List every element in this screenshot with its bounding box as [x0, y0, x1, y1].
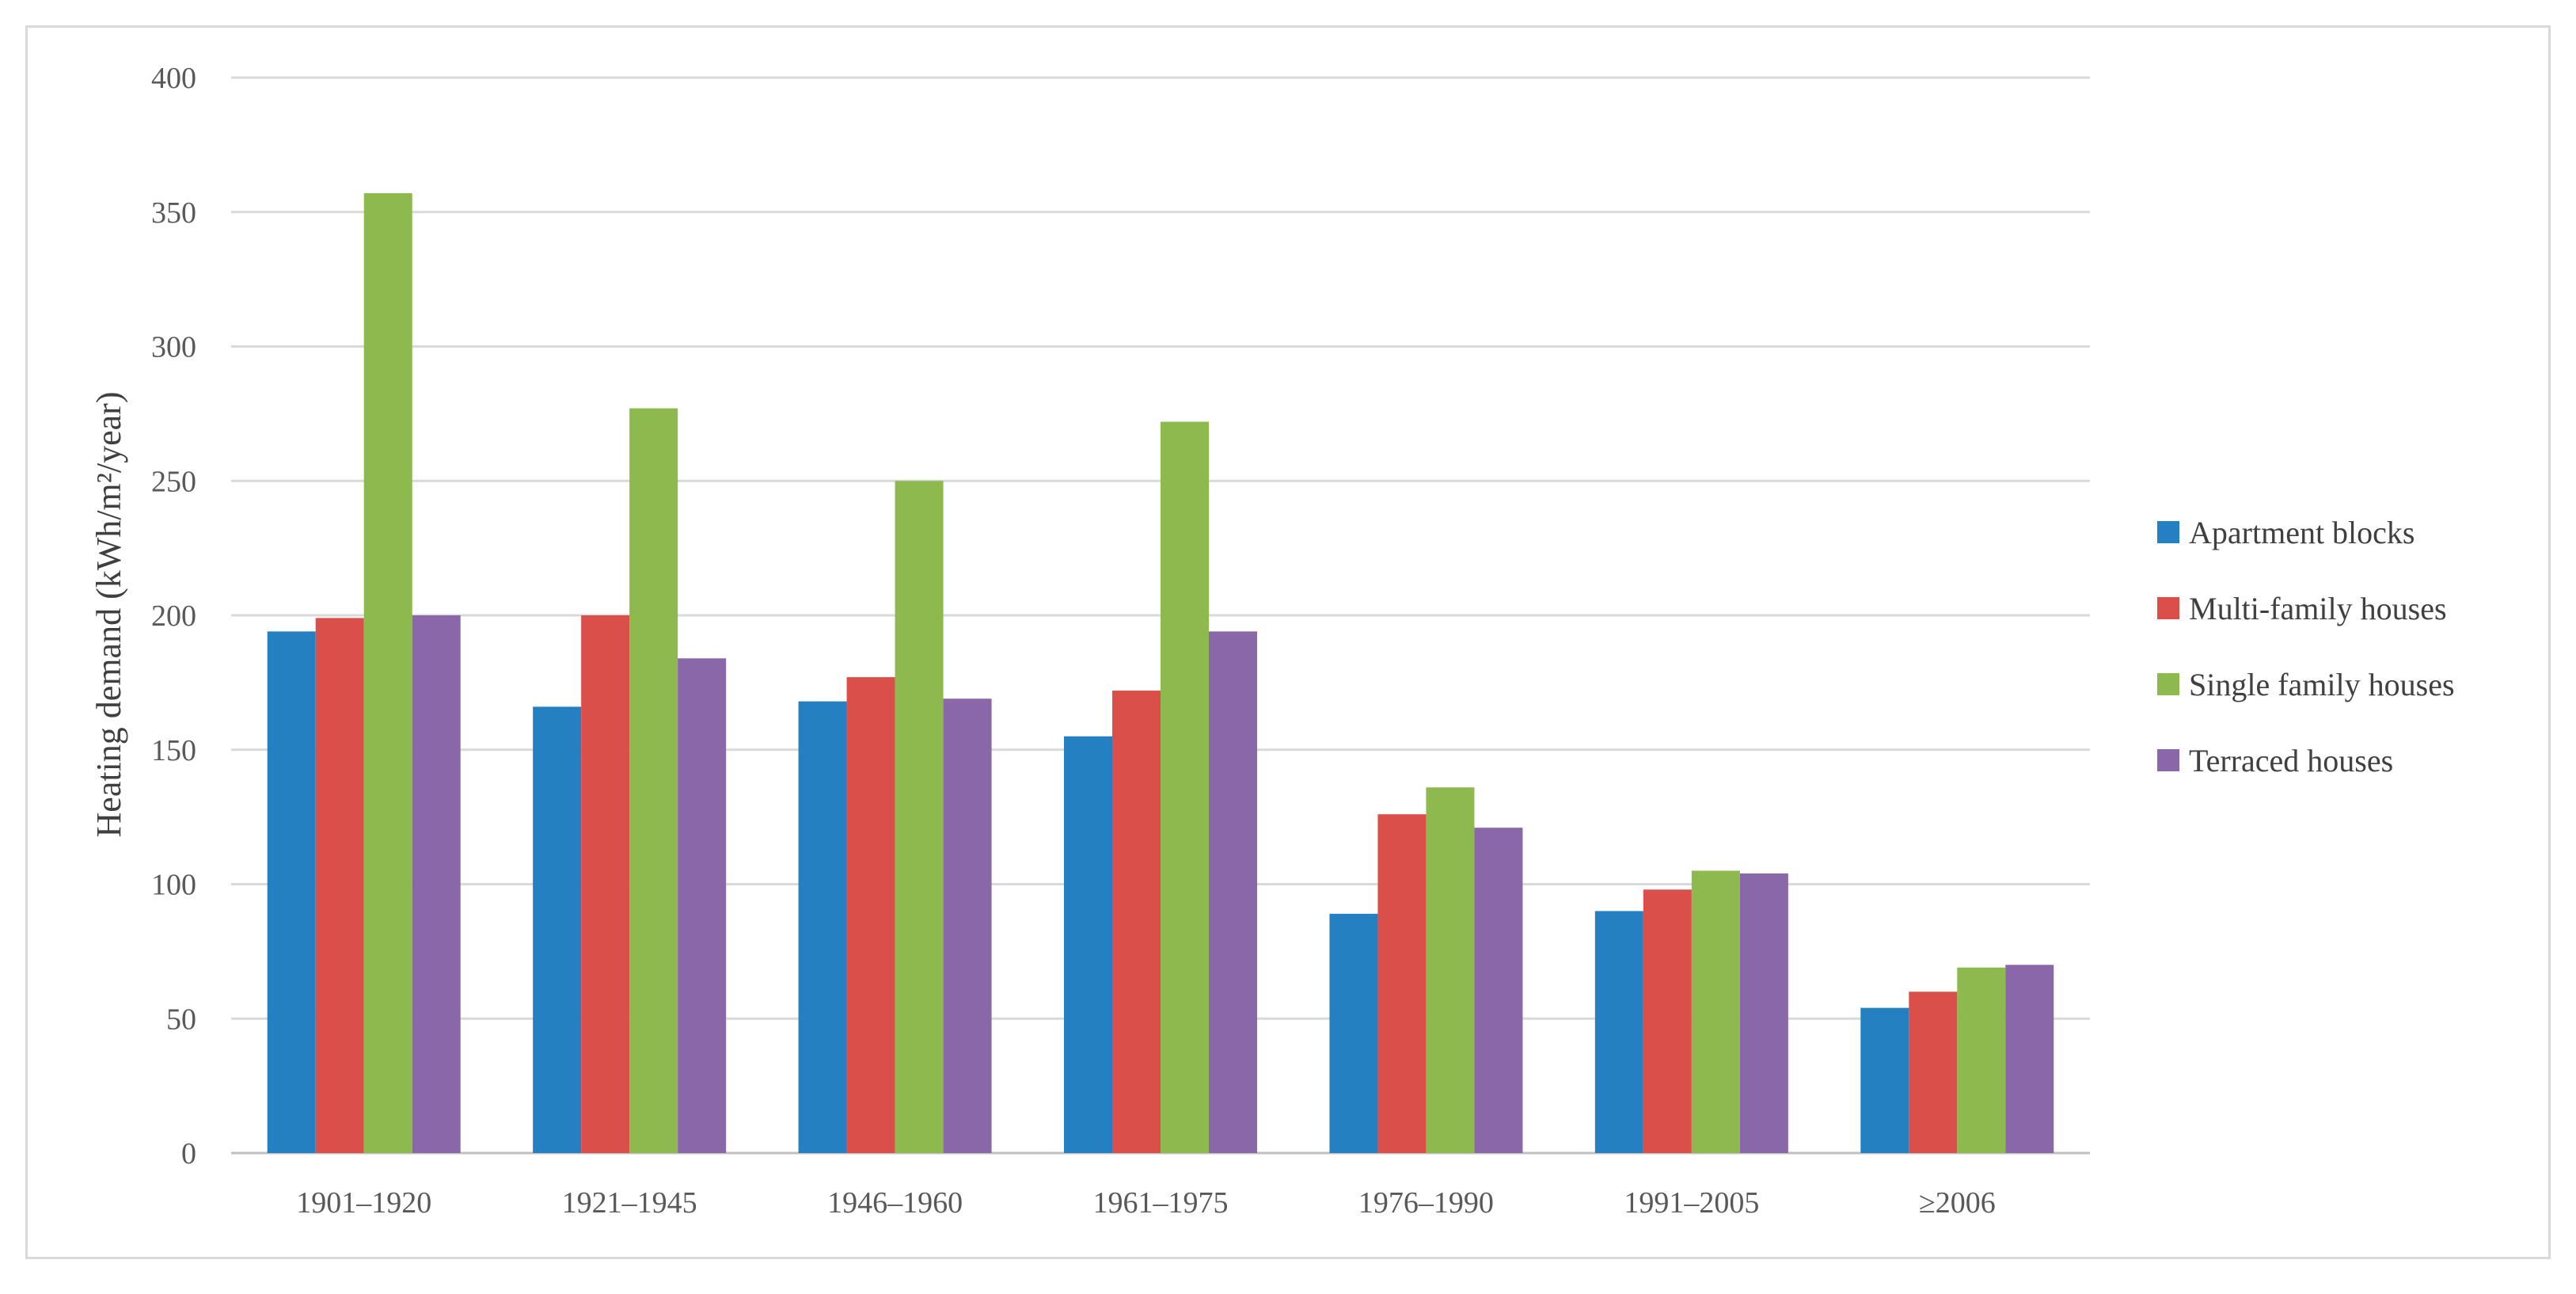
bar-apartment-blocks-0 [267, 631, 316, 1153]
x-axis-ticks: 1901–1920 1921–1945 1946–1960 1961–1975 1976… [296, 1186, 1996, 1220]
bar-terraced-houses-4 [1474, 828, 1523, 1153]
y-tick-label: 350 [151, 196, 196, 230]
legend-swatch [2157, 521, 2179, 543]
bar-single-family-houses-1 [629, 408, 678, 1153]
bar-terraced-houses-6 [2005, 965, 2054, 1153]
x-tick-label: 1991–2005 [1624, 1186, 1759, 1220]
bar-terraced-houses-1 [678, 658, 727, 1153]
legend-label: Multi-family houses [2189, 591, 2447, 626]
bar-terraced-houses-5 [1739, 873, 1788, 1153]
y-tick-label: 200 [151, 599, 196, 633]
legend: Apartment blocks Multi-family houses Singl… [2157, 515, 2455, 778]
bar-terraced-houses-2 [943, 698, 992, 1153]
bar-multi-family-houses-6 [1909, 991, 1958, 1153]
bar-apartment-blocks-2 [798, 701, 847, 1153]
legend-label: Single family houses [2189, 667, 2455, 702]
bar-apartment-blocks-4 [1329, 913, 1378, 1153]
y-tick-label: 50 [166, 1003, 196, 1036]
legend-label: Apartment blocks [2189, 515, 2415, 550]
bar-multi-family-houses-1 [581, 615, 630, 1153]
bar-single-family-houses-4 [1426, 787, 1475, 1153]
x-tick-label: 1976–1990 [1358, 1186, 1494, 1220]
x-tick-label: ≥2006 [1919, 1186, 1996, 1220]
bar-terraced-houses-0 [412, 615, 461, 1153]
bar-multi-family-houses-0 [315, 618, 364, 1153]
y-tick-label: 100 [151, 869, 196, 902]
y-tick-label: 150 [151, 734, 196, 767]
bars [267, 192, 2054, 1154]
bar-single-family-houses-3 [1161, 421, 1209, 1153]
bar-multi-family-houses-2 [846, 677, 895, 1153]
y-axis-title: Heating demand (kWh/m²/year) [89, 392, 128, 838]
legend-swatch [2157, 749, 2179, 771]
chart-frame [25, 25, 2551, 1259]
bar-apartment-blocks-5 [1594, 911, 1643, 1153]
y-tick-label: 300 [151, 331, 196, 364]
y-tick-label: 400 [151, 62, 196, 95]
legend-label: Terraced houses [2189, 743, 2393, 778]
bar-multi-family-houses-3 [1112, 691, 1161, 1153]
x-tick-label: 1961–1975 [1093, 1186, 1229, 1220]
x-tick-label: 1946–1960 [827, 1186, 963, 1220]
x-tick-label: 1921–1945 [562, 1186, 697, 1220]
bar-multi-family-houses-5 [1643, 889, 1692, 1153]
y-tick-label: 0 [181, 1137, 196, 1170]
y-tick-label: 250 [151, 465, 196, 498]
bar-terraced-houses-3 [1209, 631, 1257, 1153]
y-axis-ticks: 0 50 100 150 200 250 300 350 400 [151, 62, 196, 1170]
bar-apartment-blocks-6 [1860, 1007, 1909, 1153]
bar-apartment-blocks-1 [533, 706, 582, 1153]
bar-multi-family-houses-4 [1377, 814, 1427, 1153]
bar-single-family-houses-6 [1957, 967, 2006, 1153]
legend-swatch [2157, 597, 2179, 619]
bar-single-family-houses-5 [1691, 870, 1740, 1153]
x-tick-label: 1901–1920 [296, 1186, 431, 1220]
legend-swatch [2157, 673, 2179, 695]
bar-single-family-houses-2 [895, 481, 944, 1153]
bar-apartment-blocks-3 [1064, 736, 1112, 1153]
bar-single-family-houses-0 [363, 192, 412, 1154]
